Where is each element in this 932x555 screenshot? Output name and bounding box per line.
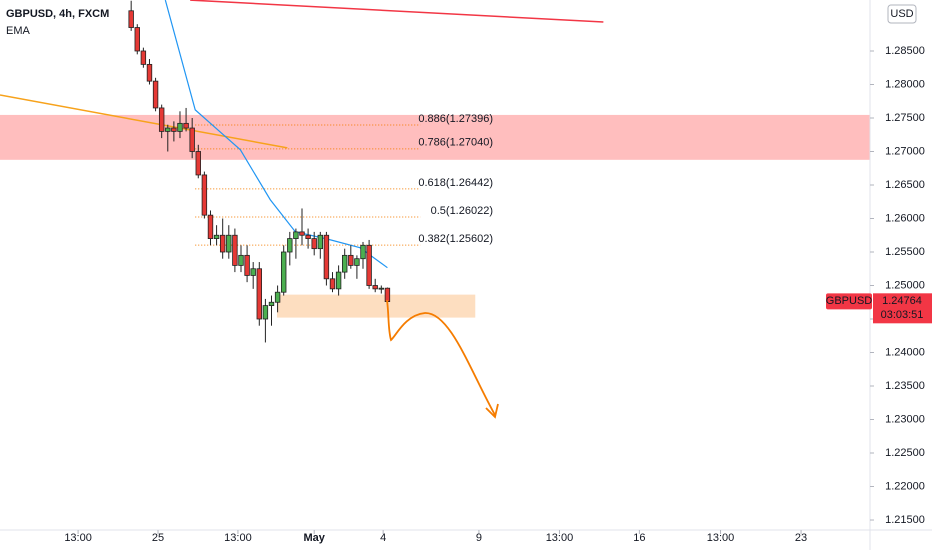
y-tick-label: 1.28500 [885,45,925,57]
x-tick-label: 4 [380,532,386,544]
candle-body [329,278,336,290]
candle-body [177,122,183,132]
y-tick-label: 1.25500 [885,246,925,258]
candle-body [226,234,232,253]
candle-body [378,287,385,290]
y-tick-label: 1.27000 [885,145,925,157]
candle-body [213,234,220,240]
candle-body [299,231,305,236]
y-tick-label: 1.23500 [885,380,925,392]
x-tick-label: 13:00 [707,532,735,544]
y-tick-label: 1.27500 [885,112,925,124]
y-tick-label: 1.28000 [885,78,925,90]
candle-body [238,254,244,266]
candle-body [256,268,262,320]
x-tick-label: May [303,532,325,544]
fib-label: 0.786(1.27040) [418,137,493,149]
candle-body [342,254,348,273]
y-tick-label: 1.23000 [885,413,925,425]
candle-body [207,214,214,240]
countdown-label: 03:03:51 [881,309,924,321]
candle-body [366,244,372,286]
candle-body [335,271,342,290]
candle-body [146,63,153,82]
y-tick-label: 1.26000 [885,212,925,224]
y-tick-label: 1.26500 [885,179,925,191]
candle-body [219,234,226,253]
candle-body [287,238,293,253]
y-tick-label: 1.21500 [885,514,925,526]
y-tick-label: 1.24000 [885,346,925,358]
candle-body [158,107,165,132]
candle-body [244,254,250,276]
candle-body [171,127,177,132]
candle-body [384,287,391,302]
plot-area: 0.886(1.27396) 0.786(1.27040) 0.618(1.2644… [0,0,870,419]
currency-badge[interactable] [887,4,917,24]
indicator-label: EMA [6,25,31,37]
candle-body [372,285,378,290]
candle-body [152,80,159,109]
candle-body [293,231,299,240]
x-tick-label: 13:00 [64,532,92,544]
candle-body [311,238,317,250]
candle-body [140,50,147,65]
candle-body [360,244,366,260]
candle-body [280,251,287,293]
candle-body [317,234,324,250]
fib-label: 0.382(1.25602) [418,233,493,245]
candle-body [201,174,208,216]
candle-body [274,291,281,303]
candle-body [305,234,311,240]
candle-body [354,258,360,266]
candle-body [323,234,330,280]
y-tick-label: 1.22000 [885,480,925,492]
price-tag-label: 1.24764 [882,295,922,307]
candle-body [262,305,269,320]
candle-body [189,127,195,152]
y-tick-label: 1.25000 [885,279,925,291]
candle-body [250,268,256,276]
candle-body [165,127,171,132]
candle-body [128,10,134,28]
x-tick-label: 9 [476,532,482,544]
price-tag [873,293,932,324]
x-tick-label: 25 [152,532,164,544]
candle-body [232,234,238,266]
candle-body [268,301,275,307]
symbol-tag [826,293,872,310]
fib-label: 0.886(1.27396) [418,113,493,125]
x-tick-label: 13:00 [224,532,252,544]
x-tick-label: 23 [795,532,807,544]
candle-body [195,151,201,176]
projection-arrow [386,299,499,419]
trend-line [190,0,604,23]
candle-body [134,27,140,52]
fib-label: 0.5(1.26022) [431,205,493,217]
currency-label[interactable]: USD [890,8,913,20]
trend-line [0,94,288,149]
candle-body [183,122,189,129]
candle-body [348,254,354,266]
fib-label: 0.618(1.26442) [418,177,493,189]
ema-line [164,0,388,269]
y-tick-label: 1.22500 [885,447,925,459]
zone [276,294,476,318]
x-tick-label: 16 [633,532,645,544]
chart-title: GBPUSD, 4h, FXCM [6,8,109,20]
x-tick-label: 13:00 [546,532,574,544]
symbol-tag-label: GBPUSD [826,295,873,307]
